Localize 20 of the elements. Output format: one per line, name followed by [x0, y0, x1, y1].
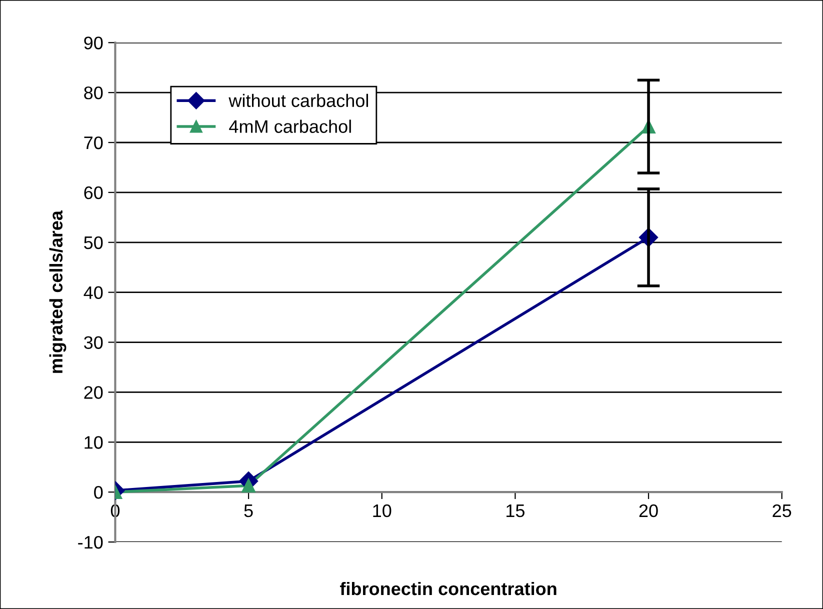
y-tick-label: -10 [78, 536, 103, 549]
y-tick-label: 20 [84, 386, 103, 399]
x-tick-label: 15 [506, 504, 524, 518]
y-tick-label: 90 [84, 36, 103, 50]
x-axis-title: fibronectin concentration [340, 582, 556, 596]
y-tick-label: 30 [84, 336, 103, 349]
y-axis-title: migrated cells/area [49, 210, 66, 373]
y-tick-label: 0 [94, 486, 103, 499]
legend-label: 4mM carbachol [229, 120, 351, 133]
x-tick-label: 10 [373, 504, 392, 518]
legend-label: without carbachol [228, 94, 368, 108]
y-tick-label: 80 [84, 86, 103, 100]
x-tick-label: 25 [772, 504, 792, 518]
y-tick-label: 60 [84, 186, 103, 200]
x-tick-label: 20 [639, 504, 658, 518]
y-tick-label: 50 [84, 236, 103, 250]
y-tick-label: 10 [84, 436, 103, 449]
y-tick-label: 70 [84, 136, 103, 150]
y-tick-label: 40 [84, 286, 103, 300]
x-tick-label: 5 [244, 504, 253, 518]
